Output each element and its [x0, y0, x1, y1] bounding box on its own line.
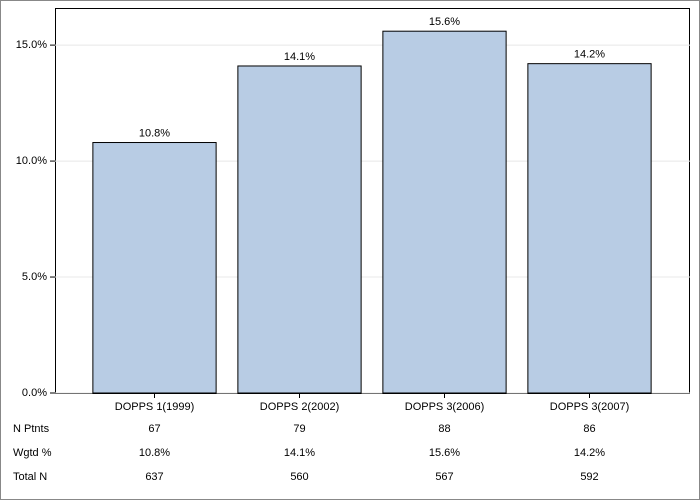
x-tick-label: DOPPS 3(2006) [405, 401, 484, 413]
table-cell: 14.2% [574, 447, 605, 459]
x-tick-label: DOPPS 1(1999) [115, 401, 194, 413]
x-tick-label: DOPPS 2(2002) [260, 401, 339, 413]
table-cell: 637 [145, 471, 163, 483]
table-cell: 10.8% [139, 447, 170, 459]
bar [382, 30, 507, 394]
table-cell: 592 [580, 471, 598, 483]
bar [92, 142, 217, 394]
x-tick-label: DOPPS 3(2007) [550, 401, 629, 413]
table-row-label: Total N [13, 471, 47, 483]
value-label: 15.6% [429, 16, 460, 28]
y-tick-label: 15.0% [16, 39, 47, 51]
value-label: 14.2% [574, 49, 605, 61]
table-cell: 88 [438, 423, 450, 435]
bar [527, 63, 652, 394]
y-tick-label: 5.0% [22, 271, 47, 283]
table-row-label: Wgtd % [13, 447, 52, 459]
table-cell: 14.1% [284, 447, 315, 459]
table-cell: 560 [290, 471, 308, 483]
value-label: 10.8% [139, 127, 170, 139]
value-label: 14.1% [284, 51, 315, 63]
table-cell: 67 [148, 423, 160, 435]
table-cell: 79 [293, 423, 305, 435]
y-tick-label: 0.0% [22, 387, 47, 399]
table-row-label: N Ptnts [13, 423, 50, 435]
y-tick-label: 10.0% [16, 155, 47, 167]
table-cell: 86 [583, 423, 595, 435]
table-cell: 15.6% [429, 447, 460, 459]
table-cell: 567 [435, 471, 453, 483]
bar [237, 65, 362, 394]
